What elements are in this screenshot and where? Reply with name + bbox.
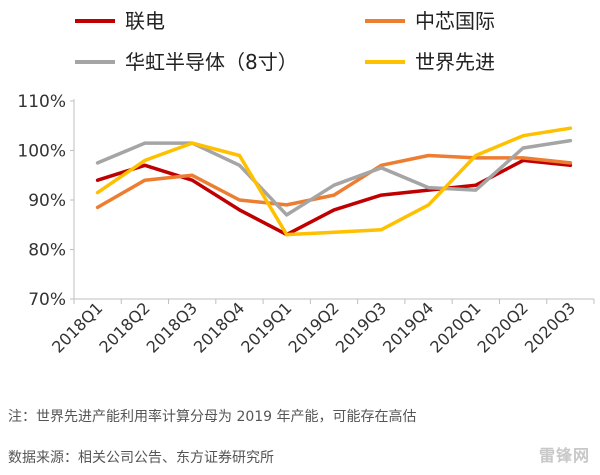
x-tick-label: 2018Q4 bbox=[190, 298, 248, 356]
series-line bbox=[95, 153, 573, 210]
watermark-logo: 雷锋网 bbox=[539, 442, 590, 466]
x-tick-label: 2020Q1 bbox=[426, 298, 484, 356]
x-tick-label: 2019Q3 bbox=[332, 298, 390, 356]
legend-label: 联电 bbox=[125, 9, 165, 33]
y-tick-label: 110% bbox=[17, 92, 66, 112]
source-note: 数据来源：相关公司公告、东方证券研究所 bbox=[8, 450, 274, 466]
watermark-text: 雷锋网 bbox=[538, 446, 590, 465]
x-tick-label: 2019Q1 bbox=[237, 298, 295, 356]
legend-label: 华虹半导体（8寸） bbox=[125, 50, 298, 74]
series-line bbox=[95, 138, 573, 217]
series-lines bbox=[95, 126, 573, 237]
legend-label: 世界先进 bbox=[415, 50, 495, 74]
x-tick-label: 2019Q4 bbox=[379, 298, 437, 356]
x-tick-label: 2020Q3 bbox=[521, 298, 579, 356]
footnote: 注：世界先进产能利用率计算分母为 2019 年产能，可能存在高估 bbox=[8, 409, 417, 425]
y-tick-label: 90% bbox=[28, 191, 66, 211]
y-tick-label: 80% bbox=[28, 241, 66, 261]
x-tick-label: 2018Q2 bbox=[95, 298, 153, 356]
x-tick-label: 2020Q2 bbox=[474, 298, 532, 356]
y-tick-label: 70% bbox=[28, 290, 66, 310]
x-tick-label: 2018Q3 bbox=[143, 298, 201, 356]
y-tick-label: 100% bbox=[17, 142, 66, 162]
series-line bbox=[95, 126, 573, 237]
series-line bbox=[95, 158, 573, 237]
legend-label: 中芯国际 bbox=[415, 9, 495, 33]
x-tick-label: 2019Q2 bbox=[284, 298, 342, 356]
